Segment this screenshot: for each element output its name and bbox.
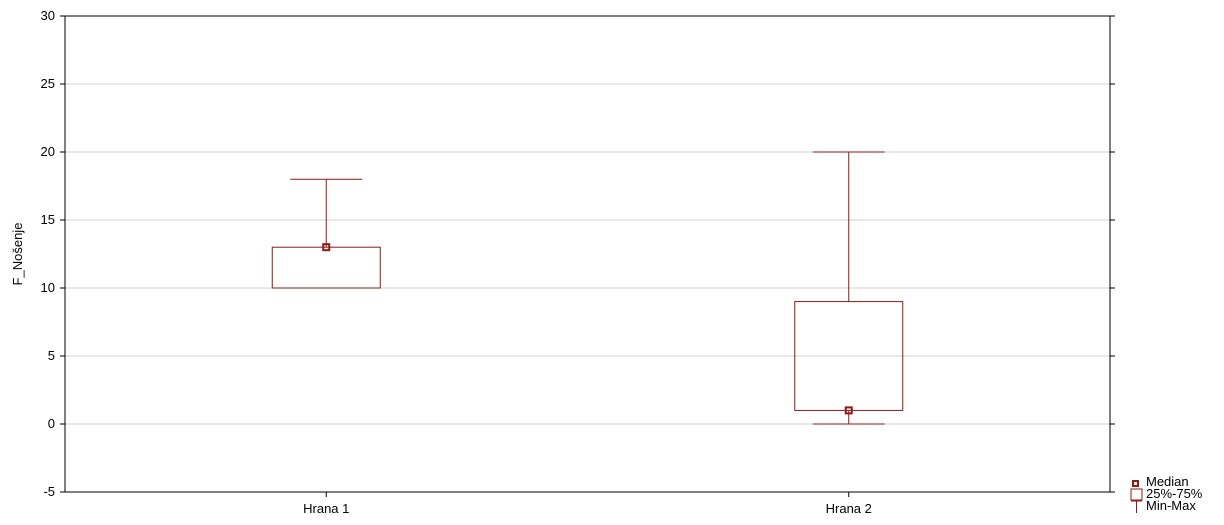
iqr-box bbox=[271, 246, 381, 289]
y-tick-label: 20 bbox=[41, 144, 55, 159]
boxes bbox=[271, 151, 904, 425]
legend-label: 25%-75% bbox=[1146, 486, 1203, 501]
median-point bbox=[844, 406, 853, 415]
plot-area-frame bbox=[64, 15, 1111, 493]
y-tick-label: -5 bbox=[43, 484, 55, 499]
y-tick-label: 5 bbox=[48, 348, 55, 363]
y-tick-label: 15 bbox=[41, 212, 55, 227]
legend-median-icon bbox=[1132, 480, 1139, 487]
median-point bbox=[322, 243, 331, 252]
iqr-box bbox=[794, 301, 904, 411]
box-group bbox=[794, 151, 904, 425]
x-axis-ticks: Hrana 1 Hrana 2 bbox=[303, 492, 872, 516]
y-tick-label: 30 bbox=[41, 8, 55, 23]
x-tick-label: Hrana 1 bbox=[303, 501, 349, 516]
y-tick-label: 25 bbox=[41, 76, 55, 91]
x-tick-label: Hrana 2 bbox=[826, 501, 872, 516]
y-axis-ticks: -5 0 5 10 15 20 25 30 bbox=[41, 8, 1115, 499]
y-axis-label: F_Nošenje bbox=[10, 223, 25, 286]
box-group bbox=[271, 178, 381, 289]
legend-label: Median bbox=[1146, 474, 1189, 489]
legend-box-icon bbox=[1130, 488, 1143, 501]
y-tick-label: 10 bbox=[41, 280, 55, 295]
gridlines bbox=[65, 83, 1110, 425]
legend-label: Min-Max bbox=[1146, 498, 1196, 513]
y-tick-label: 0 bbox=[48, 416, 55, 431]
